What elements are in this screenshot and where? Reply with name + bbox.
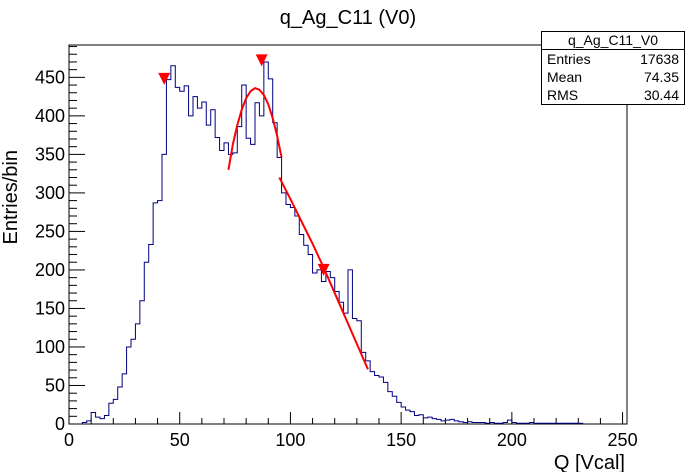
y-axis-label: Entries/bin (0, 150, 22, 245)
stats-label: RMS (547, 87, 579, 103)
stats-row-entries: Entries 17638 (542, 50, 684, 68)
stats-title: q_Ag_C11_V0 (542, 32, 684, 50)
stats-label: Entries (547, 51, 591, 67)
y-tick-label: 250 (35, 221, 65, 241)
y-tick-label: 300 (35, 183, 65, 203)
stats-value: 17638 (640, 51, 679, 67)
fit-curve (227, 87, 283, 170)
histogram-line (81, 61, 584, 424)
chart-title: q_Ag_C11 (V0) (280, 7, 416, 29)
y-tick-label: 350 (35, 144, 65, 164)
y-tick-label: 150 (35, 298, 65, 318)
stats-box: q_Ag_C11_V0 Entries 17638 Mean 74.35 RMS… (541, 31, 685, 105)
fit-curves (227, 87, 369, 370)
y-tick-label: 50 (45, 375, 65, 395)
y-tick-label: 400 (35, 106, 65, 126)
peak-marker (255, 54, 268, 67)
y-tick-label: 100 (35, 337, 65, 357)
stats-label: Mean (547, 69, 583, 85)
x-tick-label: 100 (275, 430, 305, 450)
x-axis-label: Q [Vcal] (554, 452, 625, 472)
x-axis: 0 50 100 150 200 250 (64, 412, 638, 450)
stats-row-rms: RMS 30.44 (542, 86, 684, 104)
plot-frame (68, 44, 628, 425)
x-tick-label: 250 (608, 430, 638, 450)
y-axis: 0 50 100 150 200 250 300 350 400 450 (35, 46, 85, 434)
y-tick-label: 200 (35, 260, 65, 280)
y-tick-label: 0 (55, 414, 65, 434)
stats-value: 30.44 (643, 87, 679, 103)
x-tick-label: 200 (497, 430, 527, 450)
x-tick-label: 150 (386, 430, 416, 450)
x-tick-label: 0 (64, 430, 74, 450)
stats-row-mean: Mean 74.35 (542, 68, 684, 86)
peak-marker (158, 72, 171, 85)
peak-markers (158, 54, 330, 276)
peak-marker (317, 263, 330, 276)
stats-value: 74.35 (643, 69, 679, 85)
y-tick-label: 450 (35, 67, 65, 87)
x-tick-label: 50 (170, 430, 190, 450)
